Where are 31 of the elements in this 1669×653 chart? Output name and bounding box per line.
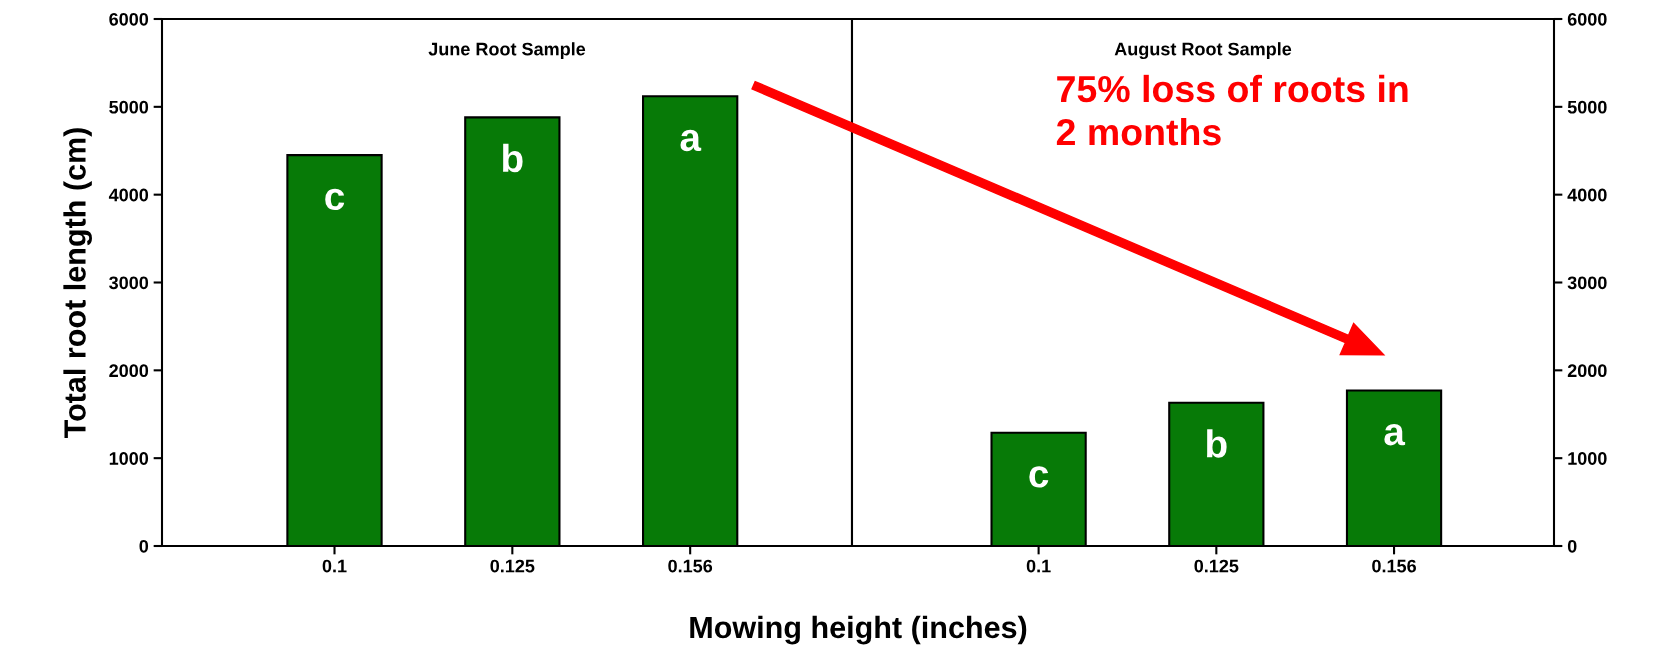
annotation: a bbox=[1384, 424, 1406, 446]
y-tick-label: 6000 bbox=[109, 12, 149, 26]
y2-tick-label: 6000 bbox=[1567, 12, 1607, 26]
y-axis-title: Total root length (cm) bbox=[63, 128, 92, 439]
text: June Root Sample bbox=[428, 42, 586, 60]
x-tick-label: 0.125 bbox=[1194, 559, 1239, 573]
x-tick-label: 0.1 bbox=[322, 559, 347, 573]
annotation: 75% loss of roots in 2 months bbox=[1056, 74, 1408, 146]
y2-tick-label: 0 bbox=[1567, 539, 1577, 553]
y-tick-label: 1000 bbox=[109, 452, 149, 465]
y-tick-label: 0 bbox=[139, 539, 149, 553]
y2-tick-label: 2000 bbox=[1567, 364, 1607, 378]
annotation: c bbox=[325, 188, 345, 211]
y-tick-label: 4000 bbox=[108, 188, 149, 202]
x-tick-label: 0.125 bbox=[490, 559, 535, 573]
annotation: a bbox=[680, 129, 702, 152]
text: August Root Sample bbox=[1114, 42, 1292, 60]
annotation: b bbox=[503, 143, 523, 173]
x-tick-label: 0.156 bbox=[1372, 559, 1416, 573]
x-tick-label: 0.156 bbox=[668, 559, 713, 573]
y2-tick-label: 4000 bbox=[1567, 188, 1607, 202]
y2-tick-label: 3000 bbox=[1567, 276, 1607, 290]
annotation: b bbox=[1207, 429, 1227, 458]
x-tick-label: 0.1 bbox=[1026, 559, 1051, 573]
y-tick-label: 5000 bbox=[109, 100, 149, 114]
annotation: c bbox=[1029, 466, 1049, 488]
y-tick-label: 3000 bbox=[109, 276, 149, 290]
y-tick-label: 2000 bbox=[109, 364, 149, 378]
x-axis-title: Mowing height (inches) bbox=[690, 615, 1027, 645]
y2-tick-label: 5000 bbox=[1567, 100, 1607, 114]
y2-tick-label: 1000 bbox=[1568, 452, 1607, 465]
